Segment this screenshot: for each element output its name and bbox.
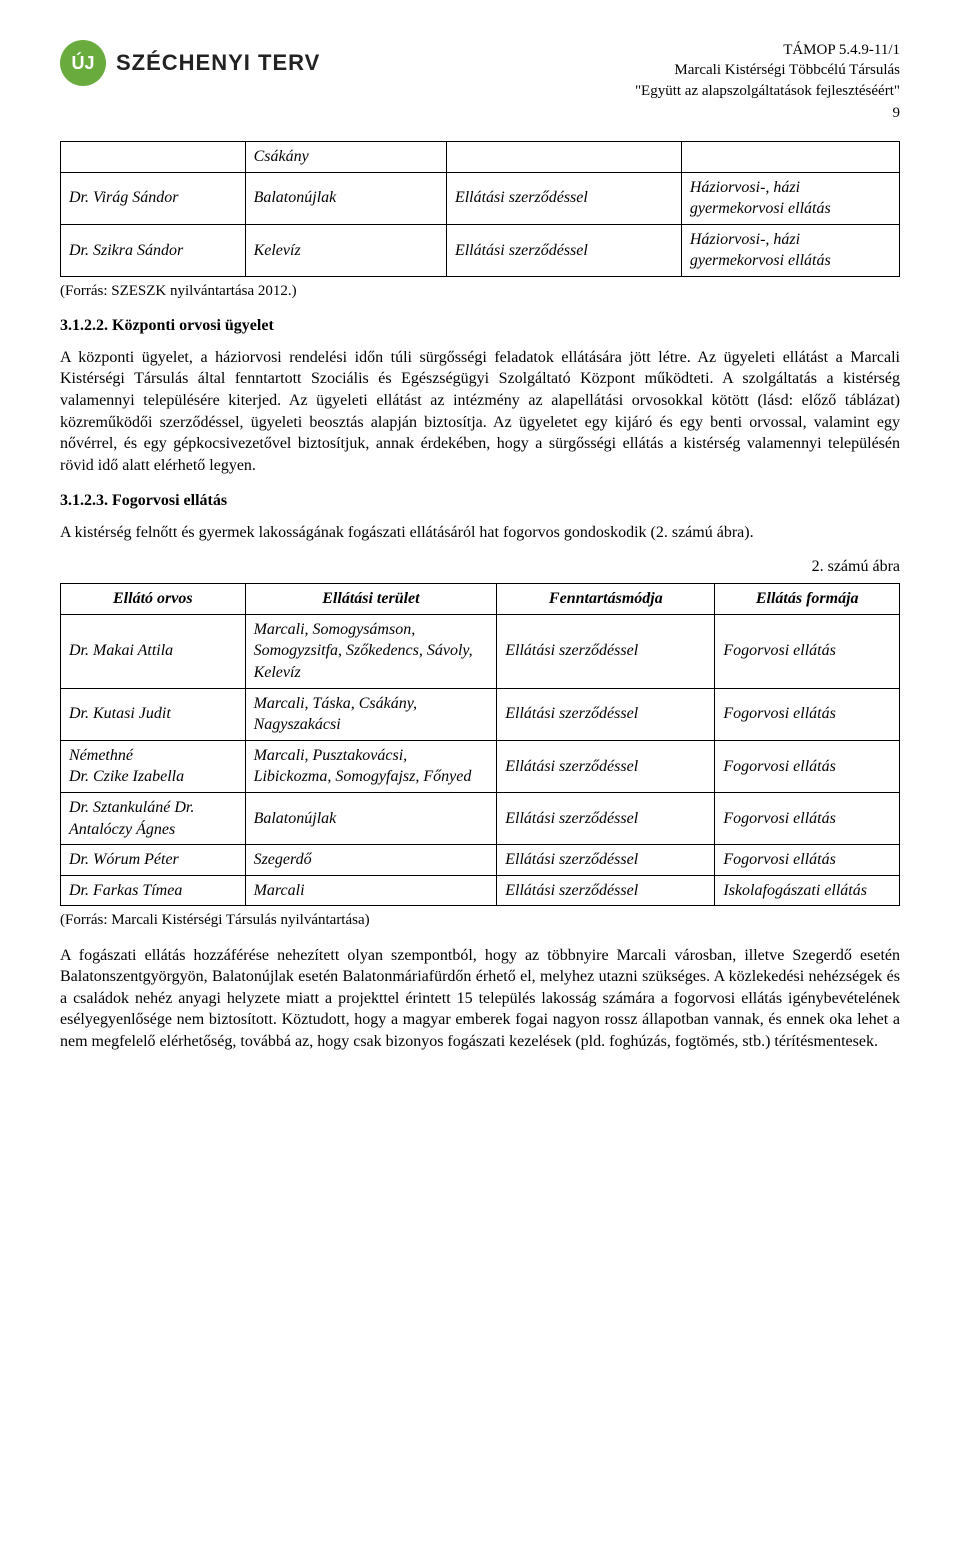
cell: Háziorvosi-, házi gyermekorvosi ellátás <box>681 172 899 224</box>
cell: Háziorvosi-, házi gyermekorvosi ellátás <box>681 224 899 276</box>
logo-badge-icon: ÚJ <box>60 40 106 86</box>
cell: Ellátási szerződéssel <box>497 875 715 906</box>
cell: Fogorvosi ellátás <box>715 614 900 688</box>
cell: Fogorvosi ellátás <box>715 845 900 876</box>
section-3123-intro: A kistérség felnőtt és gyermek lakosságá… <box>60 522 900 544</box>
cell: Dr. Wórum Péter <box>61 845 246 876</box>
header-right: TÁMOP 5.4.9-11/1 Marcali Kistérségi Több… <box>635 40 900 123</box>
cell: Ellátási szerződéssel <box>497 688 715 740</box>
cell: Fogorvosi ellátás <box>715 688 900 740</box>
cell <box>681 142 899 173</box>
table-row: Dr. Kutasi Judit Marcali, Táska, Csákány… <box>61 688 900 740</box>
table-header-row: Ellátó orvos Ellátási terület Fenntartás… <box>61 584 900 615</box>
cell <box>61 142 246 173</box>
page-number: 9 <box>635 103 900 123</box>
cell: Csákány <box>245 142 446 173</box>
table-row: Némethné Dr. Czike Izabella Marcali, Pus… <box>61 740 900 792</box>
cell: Dr. Szikra Sándor <box>61 224 246 276</box>
table-row: Dr. Farkas Tímea Marcali Ellátási szerző… <box>61 875 900 906</box>
section-3123-heading: 3.1.2.3. Fogorvosi ellátás <box>60 490 900 512</box>
cell: Marcali, Somogysámson, Somogyzsitfa, Sző… <box>245 614 497 688</box>
table-row: Dr. Sztankuláné Dr. Antalóczy Ágnes Bala… <box>61 792 900 844</box>
cell: Fogorvosi ellátás <box>715 740 900 792</box>
table-row: Csákány <box>61 142 900 173</box>
cell: Ellátási szerződéssel <box>497 845 715 876</box>
cell: Dr. Farkas Tímea <box>61 875 246 906</box>
col-header: Ellátás formája <box>715 584 900 615</box>
cell: Némethné Dr. Czike Izabella <box>61 740 246 792</box>
table-row: Dr. Wórum Péter Szegerdő Ellátási szerző… <box>61 845 900 876</box>
cell: Kelevíz <box>245 224 446 276</box>
cell: Marcali, Pusztakovácsi, Libickozma, Somo… <box>245 740 497 792</box>
cell: Szegerdő <box>245 845 497 876</box>
col-header: Fenntartásmódja <box>497 584 715 615</box>
cell: Dr. Virág Sándor <box>61 172 246 224</box>
cell: Ellátási szerződéssel <box>497 614 715 688</box>
section-3122-para: A központi ügyelet, a háziorvosi rendelé… <box>60 347 900 477</box>
col-header: Ellátó orvos <box>61 584 246 615</box>
cell: Dr. Makai Attila <box>61 614 246 688</box>
cell: Balatonújlak <box>245 172 446 224</box>
cell: Ellátási szerződéssel <box>446 172 681 224</box>
cell: Ellátási szerződéssel <box>446 224 681 276</box>
cell: Marcali, Táska, Csákány, Nagyszakácsi <box>245 688 497 740</box>
cell: Marcali <box>245 875 497 906</box>
logo-block: ÚJ SZÉCHENYI TERV <box>60 40 320 86</box>
cell: Dr. Kutasi Judit <box>61 688 246 740</box>
header-line-3: "Együtt az alapszolgáltatások fejlesztés… <box>635 81 900 101</box>
cell: Fogorvosi ellátás <box>715 792 900 844</box>
table-row: Dr. Makai Attila Marcali, Somogysámson, … <box>61 614 900 688</box>
table-row: Dr. Szikra Sándor Kelevíz Ellátási szerz… <box>61 224 900 276</box>
section-3122-heading: 3.1.2.2. Központi orvosi ügyelet <box>60 315 900 337</box>
cell: Balatonújlak <box>245 792 497 844</box>
cell <box>446 142 681 173</box>
header-line-2: Marcali Kistérségi Többcélú Társulás <box>635 60 900 80</box>
header-line-1: TÁMOP 5.4.9-11/1 <box>635 40 900 60</box>
table-haziorvos: Csákány Dr. Virág Sándor Balatonújlak El… <box>60 141 900 277</box>
col-header: Ellátási terület <box>245 584 497 615</box>
table-row: Dr. Virág Sándor Balatonújlak Ellátási s… <box>61 172 900 224</box>
table-fogorvos: Ellátó orvos Ellátási terület Fenntartás… <box>60 583 900 906</box>
cell: Dr. Sztankuláné Dr. Antalóczy Ágnes <box>61 792 246 844</box>
closing-paragraph: A fogászati ellátás hozzáférése nehezíte… <box>60 945 900 1053</box>
table2-source: (Forrás: Marcali Kistérségi Társulás nyi… <box>60 910 900 930</box>
cell: Ellátási szerződéssel <box>497 792 715 844</box>
logo-text: SZÉCHENYI TERV <box>116 48 320 78</box>
figure-label-2: 2. számú ábra <box>60 556 900 578</box>
table1-source: (Forrás: SZESZK nyilvántartása 2012.) <box>60 281 900 301</box>
page-header: ÚJ SZÉCHENYI TERV TÁMOP 5.4.9-11/1 Marca… <box>60 40 900 123</box>
cell: Ellátási szerződéssel <box>497 740 715 792</box>
cell: Iskolafogászati ellátás <box>715 875 900 906</box>
